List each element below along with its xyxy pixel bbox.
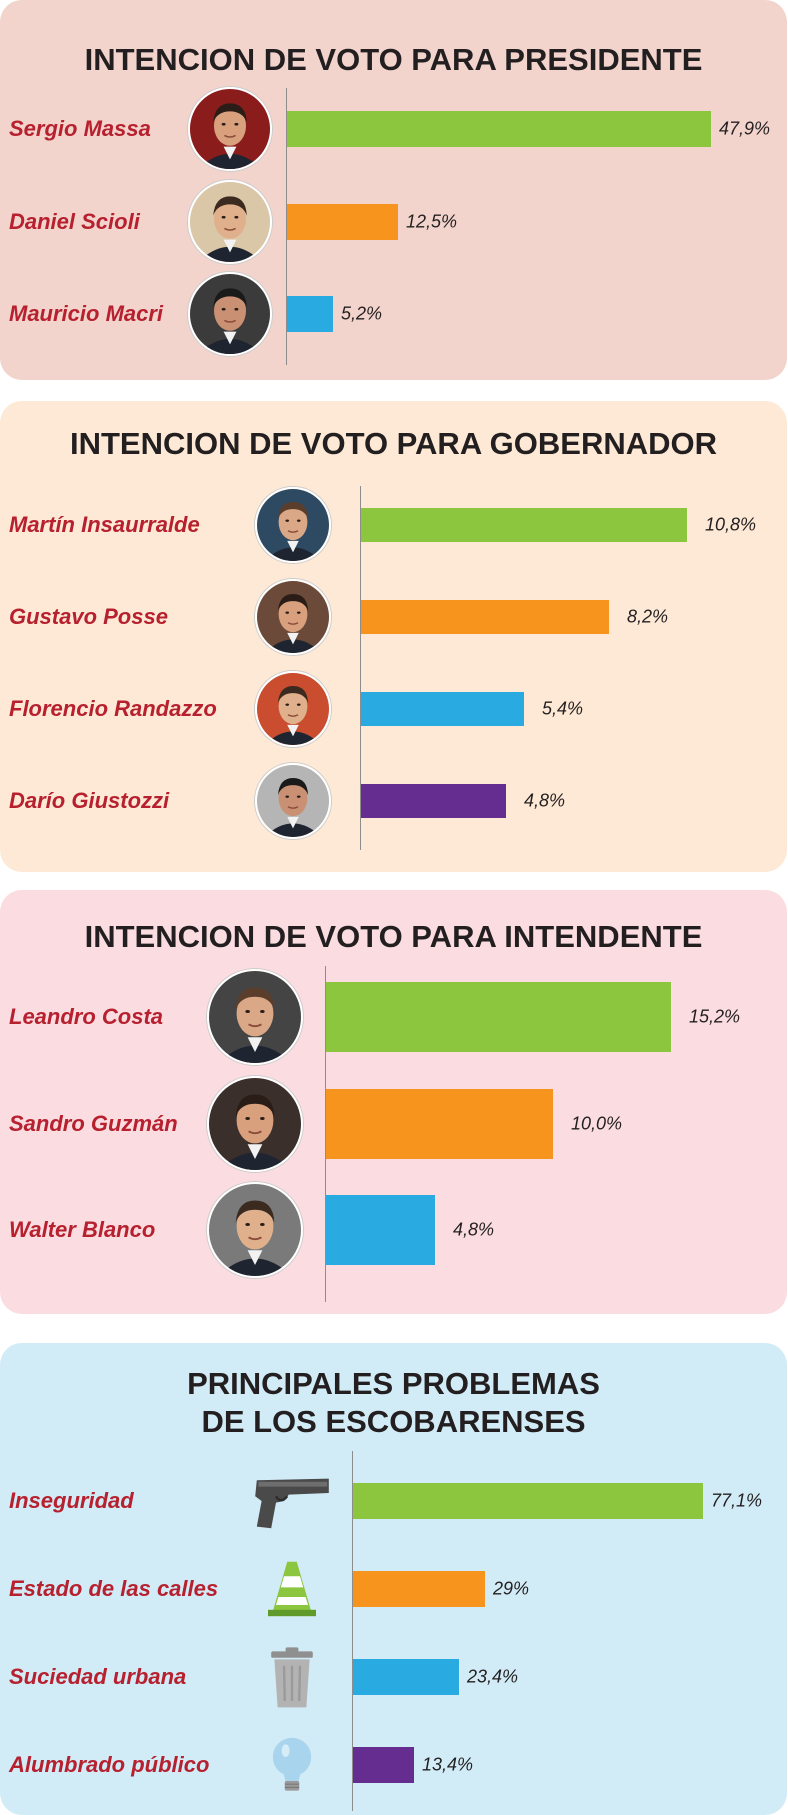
chart-title: INTENCION DE VOTO PARA INTENDENTE bbox=[84, 919, 703, 954]
chart-title: INTENCION DE VOTO PARA PRESIDENTE bbox=[84, 42, 703, 77]
chart-title-line-2: DE LOS ESCOBARENSES bbox=[201, 1404, 586, 1439]
chart-axis bbox=[360, 486, 361, 850]
bar bbox=[361, 692, 524, 726]
candidate-photo bbox=[207, 969, 303, 1065]
candidate-photo bbox=[255, 487, 331, 563]
value-label: 29% bbox=[493, 1578, 530, 1599]
value-label: 10,0% bbox=[571, 1113, 623, 1134]
light-bulb-icon bbox=[252, 1733, 332, 1797]
value-label: 5,4% bbox=[542, 698, 584, 719]
candidate-photo bbox=[188, 87, 272, 171]
value-label: 8,2% bbox=[627, 606, 669, 627]
category-label: Darío Giustozzi bbox=[9, 788, 170, 813]
chart-axis bbox=[352, 1451, 353, 1811]
value-label: 12,5% bbox=[406, 211, 458, 232]
category-label: Martín Insaurralde bbox=[9, 512, 200, 537]
bar bbox=[353, 1483, 703, 1519]
chart-axis bbox=[325, 966, 326, 1302]
bar bbox=[361, 784, 506, 818]
bar bbox=[326, 1089, 553, 1159]
candidate-photo bbox=[188, 180, 272, 264]
category-label: Alumbrado público bbox=[9, 1752, 210, 1777]
chart-title-line-1: PRINCIPALES PROBLEMAS bbox=[187, 1366, 600, 1401]
value-label: 10,8% bbox=[705, 514, 757, 535]
category-label: Walter Blanco bbox=[9, 1217, 156, 1242]
category-label: Mauricio Macri bbox=[9, 301, 164, 326]
chart-axis bbox=[286, 88, 287, 365]
bar bbox=[287, 111, 711, 147]
candidate-photo bbox=[255, 763, 331, 839]
chart-title: INTENCION DE VOTO PARA GOBERNADOR bbox=[69, 426, 718, 461]
value-label: 77,1% bbox=[711, 1490, 763, 1511]
chart-title: PRINCIPALES PROBLEMAS DE LOS ESCOBARENSE… bbox=[0, 1365, 787, 1441]
candidate-photo bbox=[207, 1076, 303, 1172]
bar bbox=[287, 296, 333, 332]
candidate-photo bbox=[207, 1182, 303, 1278]
bar bbox=[353, 1747, 414, 1783]
bar bbox=[361, 600, 609, 634]
category-label: Gustavo Posse bbox=[9, 604, 168, 629]
value-label: 5,2% bbox=[341, 303, 383, 324]
value-label: 15,2% bbox=[689, 1006, 741, 1027]
panel-intendente: INTENCION DE VOTO PARA INTENDENTE Leandr… bbox=[0, 890, 787, 1314]
bar bbox=[361, 508, 687, 542]
candidate-photo bbox=[188, 272, 272, 356]
value-label: 4,8% bbox=[453, 1219, 495, 1240]
value-label: 13,4% bbox=[422, 1754, 474, 1775]
category-label: Sandro Guzmán bbox=[9, 1111, 178, 1136]
bar bbox=[326, 1195, 435, 1265]
value-label: 4,8% bbox=[524, 790, 566, 811]
bar bbox=[353, 1571, 485, 1607]
category-label: Estado de las calles bbox=[9, 1576, 219, 1601]
candidate-photo bbox=[255, 671, 331, 747]
pistol-icon bbox=[252, 1469, 332, 1533]
value-label: 47,9% bbox=[719, 118, 771, 139]
trash-can-icon bbox=[252, 1645, 332, 1709]
bar bbox=[353, 1659, 459, 1695]
bar bbox=[287, 204, 398, 240]
category-label: Daniel Scioli bbox=[9, 209, 140, 234]
category-label: Leandro Costa bbox=[9, 1004, 164, 1029]
panel-gobernador: INTENCION DE VOTO PARA GOBERNADOR Martín… bbox=[0, 401, 787, 872]
category-label: Inseguridad bbox=[9, 1488, 134, 1513]
value-label: 23,4% bbox=[467, 1666, 519, 1687]
category-label: Florencio Randazzo bbox=[9, 696, 217, 721]
candidate-photo bbox=[255, 579, 331, 655]
panel-problemas: PRINCIPALES PROBLEMAS DE LOS ESCOBARENSE… bbox=[0, 1343, 787, 1815]
bar bbox=[326, 982, 671, 1052]
traffic-cone-icon bbox=[252, 1557, 332, 1621]
category-label: Sergio Massa bbox=[9, 116, 151, 141]
panel-presidente: INTENCION DE VOTO PARA PRESIDENTE Sergio… bbox=[0, 0, 787, 380]
category-label: Suciedad urbana bbox=[9, 1664, 187, 1689]
